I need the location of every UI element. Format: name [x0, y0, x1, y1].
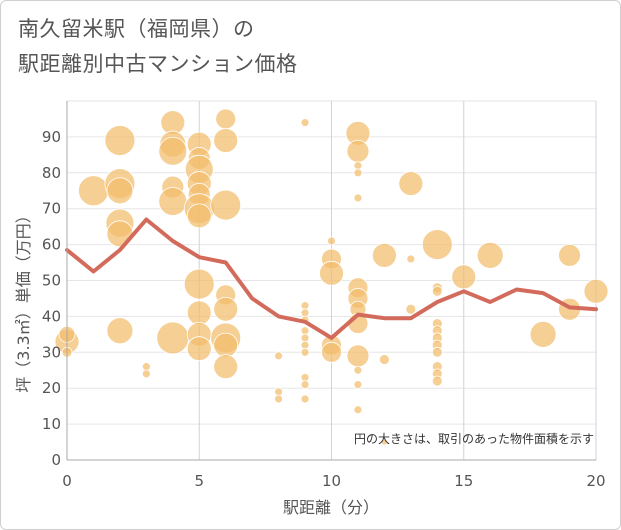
bubble-point [371, 242, 397, 268]
bubble-point [186, 203, 212, 229]
bubble-point [421, 229, 453, 261]
bubble-point [104, 125, 136, 156]
bubble-point [346, 139, 370, 163]
y-tick-label: 60 [42, 236, 61, 254]
y-tick-label: 80 [42, 164, 61, 182]
bubble-point [78, 175, 109, 207]
bubble-point [106, 220, 134, 248]
bubble-point [319, 260, 344, 286]
bubble-point [186, 336, 212, 362]
bubble-point [106, 177, 134, 205]
bubble-point [398, 171, 424, 196]
bubble-point [274, 394, 284, 404]
tick-labels: 0 5 10 15 20 0 10 20 30 40 50 60 70 80 90 [42, 128, 606, 490]
bubble-point [213, 128, 239, 153]
bubble-point [353, 168, 363, 178]
chart-title-line1: 南久留米駅（福岡県）の [18, 17, 255, 41]
y-tick-label: 90 [42, 128, 61, 146]
bubble-point [213, 296, 239, 322]
bubble-point [213, 354, 239, 380]
bubble-point [353, 365, 363, 375]
bubble-point [327, 236, 336, 246]
chart-title: 南久留米駅（福岡県）の 駅距離別中古マンション価格 [18, 12, 298, 82]
y-tick-label: 40 [42, 307, 61, 325]
bubble-point [529, 320, 557, 348]
x-tick-label: 20 [586, 472, 605, 490]
x-tick-label: 15 [454, 472, 473, 490]
x-tick-label: 10 [322, 472, 341, 490]
average-price-line [65, 217, 598, 340]
bubble-size-note: 円の大きさは、取引のあった物件面積を示す [354, 431, 594, 446]
y-tick-label: 10 [42, 415, 61, 433]
bubble-point [431, 346, 443, 358]
bubble-point [583, 278, 609, 304]
bubble-point [158, 187, 188, 216]
bubble-point [353, 380, 363, 390]
bubble-point [158, 136, 188, 166]
x-tick-label: 5 [194, 472, 204, 490]
bubble-layer [54, 108, 609, 446]
bubble-point [300, 347, 310, 357]
average-line-layer [65, 217, 598, 340]
bubble-point [558, 243, 581, 267]
bubble-point [183, 268, 215, 300]
y-tick-label: 30 [42, 343, 61, 361]
bubble-point [300, 380, 310, 390]
bubble-point [321, 341, 342, 363]
y-tick-label: 20 [42, 379, 61, 397]
bubble-point [213, 332, 239, 358]
x-tick-label: 0 [62, 472, 72, 490]
bubble-point [215, 108, 237, 130]
bubble-point [378, 354, 390, 365]
bubble-point [346, 344, 370, 368]
bubble-point [274, 351, 284, 361]
bubble-point [106, 317, 134, 345]
bubble-point [406, 254, 416, 264]
y-tick-label: 0 [51, 451, 61, 469]
y-axis-label: 坪（3.3㎡）単価（万円） [14, 207, 33, 392]
bubble-point [431, 285, 443, 297]
bubble-point [353, 193, 363, 203]
bubble-point [156, 321, 190, 355]
x-axis-label: 駅距離（分） [283, 498, 379, 517]
chart-title-line2: 駅距離別中古マンション価格 [18, 52, 298, 76]
bubble-point [476, 241, 504, 269]
y-tick-label: 50 [42, 272, 61, 290]
bubble-point [141, 369, 151, 379]
bubble-point [210, 189, 242, 221]
bubble-point [380, 438, 388, 446]
bubble-point [186, 300, 212, 326]
bubble-point [405, 303, 417, 315]
bubble-point [300, 118, 310, 127]
bubble-point [353, 405, 363, 415]
y-tick-label: 70 [42, 200, 61, 218]
bubble-point [431, 375, 443, 387]
bubble-point [451, 264, 477, 290]
bubble-point [300, 394, 310, 404]
axes [66, 101, 596, 461]
